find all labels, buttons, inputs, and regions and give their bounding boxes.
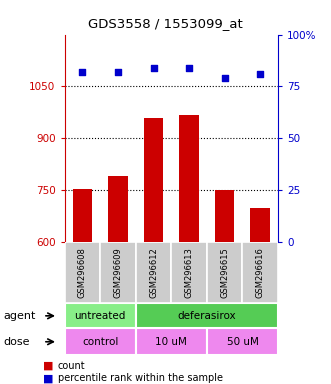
Bar [144, 118, 163, 242]
Bar [100, 242, 136, 303]
Bar [171, 242, 207, 303]
Text: ■: ■ [43, 373, 54, 383]
Point [186, 65, 192, 71]
Text: 50 uM: 50 uM [226, 337, 259, 347]
Text: count: count [58, 361, 85, 371]
Text: GDS3558 / 1553099_at: GDS3558 / 1553099_at [88, 17, 243, 30]
Bar [72, 189, 92, 242]
Bar [108, 176, 128, 242]
Point [115, 69, 120, 75]
Text: deferasirox: deferasirox [177, 311, 236, 321]
Text: percentile rank within the sample: percentile rank within the sample [58, 373, 223, 383]
Bar [242, 242, 278, 303]
Text: GSM296609: GSM296609 [114, 247, 122, 298]
Text: GSM296613: GSM296613 [185, 247, 194, 298]
Bar [136, 303, 278, 328]
Point [80, 69, 85, 75]
Bar [65, 242, 100, 303]
Bar [65, 303, 136, 328]
Text: untreated: untreated [74, 311, 126, 321]
Text: GSM296616: GSM296616 [256, 247, 265, 298]
Bar [65, 328, 136, 355]
Text: agent: agent [3, 311, 36, 321]
Text: 10 uM: 10 uM [155, 337, 187, 347]
Bar [251, 208, 270, 242]
Point [222, 75, 227, 81]
Bar [179, 115, 199, 242]
Text: dose: dose [3, 337, 30, 347]
Text: control: control [82, 337, 118, 347]
Text: ■: ■ [43, 361, 54, 371]
Point [151, 65, 156, 71]
Text: GSM296608: GSM296608 [78, 247, 87, 298]
Text: GSM296615: GSM296615 [220, 247, 229, 298]
Bar [207, 328, 278, 355]
Bar [136, 328, 207, 355]
Bar [207, 242, 242, 303]
Bar [215, 190, 234, 242]
Point [258, 71, 263, 77]
Text: GSM296612: GSM296612 [149, 247, 158, 298]
Bar [136, 242, 171, 303]
